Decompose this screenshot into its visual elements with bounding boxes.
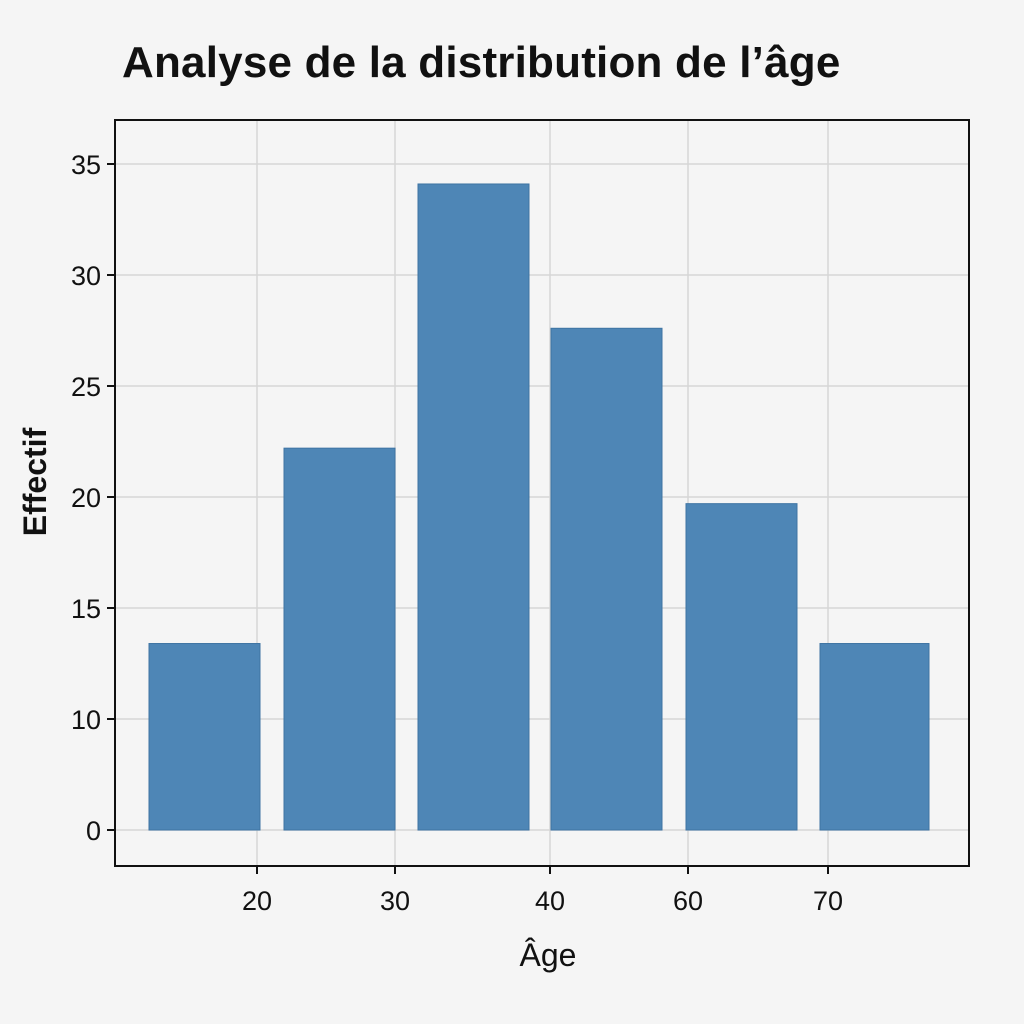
bar (819, 643, 930, 831)
x-tick-label: 60 (673, 886, 703, 916)
y-tick-label: 20 (71, 483, 101, 513)
x-tick-label: 30 (380, 886, 410, 916)
y-tick-label: 0 (86, 816, 101, 846)
y-tick-label: 30 (71, 261, 101, 291)
y-axis-label: Effectif (17, 427, 53, 536)
y-tick-label: 25 (71, 372, 101, 402)
y-tick-label: 15 (71, 594, 101, 624)
bar (283, 447, 396, 831)
plot-frame (114, 119, 970, 867)
bar (417, 183, 530, 831)
x-tick-label: 20 (242, 886, 272, 916)
y-tick-label: 10 (71, 705, 101, 735)
bars (148, 183, 930, 831)
x-axis-label: Âge (520, 937, 577, 973)
x-axis-ticks: 20 30 40 60 70 (242, 866, 843, 916)
y-axis-ticks: 0 10 15 20 25 30 35 (71, 150, 115, 846)
y-tick-label: 35 (71, 150, 101, 180)
bar (685, 503, 798, 831)
bar (148, 643, 261, 831)
bar (550, 327, 663, 831)
x-tick-label: 40 (535, 886, 565, 916)
x-tick-label: 70 (813, 886, 843, 916)
chart-title: Analyse de la distribution de l’âge (122, 38, 841, 87)
